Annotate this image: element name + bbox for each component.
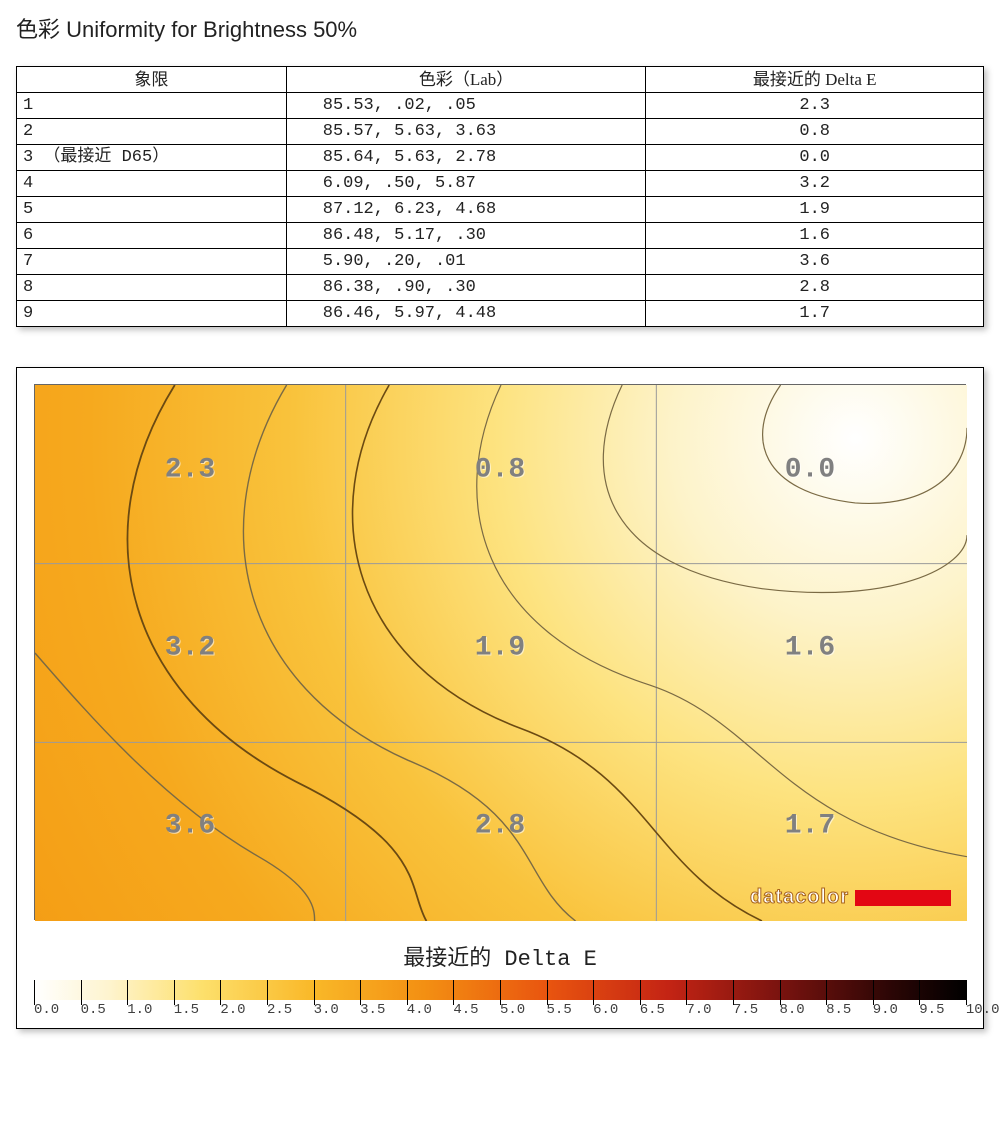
cell-delta-e: 0.0	[646, 145, 984, 171]
table-row: 7 5.90, .20, .013.6	[17, 249, 984, 275]
cell-lab: 85.53, .02, .05	[286, 93, 646, 119]
table-header-row: 象限 色彩（Lab） 最接近的 Delta E	[17, 67, 984, 93]
cell-lab: 86.46, 5.97, 4.48	[286, 301, 646, 327]
table-row: 886.38, .90, .302.8	[17, 275, 984, 301]
cell-lab: 85.57, 5.63, 3.63	[286, 119, 646, 145]
cell-quadrant: 4	[17, 171, 287, 197]
legend-title: 最接近的 Delta E	[33, 940, 967, 972]
table-row: 686.48, 5.17, .301.6	[17, 223, 984, 249]
heatmap-cell-value: 2.8	[475, 810, 525, 841]
col-delta-e: 最接近的 Delta E	[646, 67, 984, 93]
heatmap: 2.3 0.8 0.0 3.2 1.9 1.6 3.6 2.8 1.7 datacolor	[34, 384, 966, 920]
cell-quadrant: 2	[17, 119, 287, 145]
cell-quadrant: 5	[17, 197, 287, 223]
table-row: 3 （最接近 D65）85.64, 5.63, 2.780.0	[17, 145, 984, 171]
cell-delta-e: 3.6	[646, 249, 984, 275]
legend-ticks: 0.00.51.01.52.02.53.03.54.04.55.05.56.06…	[34, 1002, 966, 1018]
brand-bar	[855, 890, 951, 906]
table-row: 4 6.09, .50, 5.873.2	[17, 171, 984, 197]
heatmap-cell-value: 1.7	[785, 810, 835, 841]
heatmap-cell-value: 3.6	[165, 810, 215, 841]
cell-quadrant: 3 （最接近 D65）	[17, 145, 287, 171]
heatmap-cell-value: 0.8	[475, 454, 525, 485]
legend: 0.00.51.01.52.02.53.03.54.04.55.05.56.06…	[34, 980, 966, 1018]
heatmap-cell-value: 0.0	[785, 454, 835, 485]
cell-lab: 6.09, .50, 5.87	[286, 171, 646, 197]
cell-lab: 85.64, 5.63, 2.78	[286, 145, 646, 171]
cell-delta-e: 0.8	[646, 119, 984, 145]
cell-lab: 87.12, 6.23, 4.68	[286, 197, 646, 223]
cell-quadrant: 8	[17, 275, 287, 301]
heatmap-cell-value: 1.9	[475, 632, 525, 663]
col-quadrant: 象限	[17, 67, 287, 93]
heatmap-panel: 2.3 0.8 0.0 3.2 1.9 1.6 3.6 2.8 1.7 datacolor 最接近…	[16, 367, 984, 1029]
cell-delta-e: 2.8	[646, 275, 984, 301]
legend-colorbar	[34, 980, 966, 1000]
brand-datacolor: datacolor	[750, 886, 951, 909]
cell-lab: 5.90, .20, .01	[286, 249, 646, 275]
cell-lab: 86.38, .90, .30	[286, 275, 646, 301]
cell-delta-e: 2.3	[646, 93, 984, 119]
cell-lab: 86.48, 5.17, .30	[286, 223, 646, 249]
cell-delta-e: 3.2	[646, 171, 984, 197]
heatmap-cell-value: 2.3	[165, 454, 215, 485]
table-row: 986.46, 5.97, 4.481.7	[17, 301, 984, 327]
table-row: 587.12, 6.23, 4.681.9	[17, 197, 984, 223]
table-row: 285.57, 5.63, 3.630.8	[17, 119, 984, 145]
cell-quadrant: 1	[17, 93, 287, 119]
brand-text: datacolor	[750, 886, 849, 909]
heatmap-cell-value: 1.6	[785, 632, 835, 663]
table-row: 185.53, .02, .052.3	[17, 93, 984, 119]
cell-delta-e: 1.9	[646, 197, 984, 223]
cell-quadrant: 9	[17, 301, 287, 327]
col-lab: 色彩（Lab）	[286, 67, 646, 93]
cell-delta-e: 1.6	[646, 223, 984, 249]
lab-table: 象限 色彩（Lab） 最接近的 Delta E 185.53, .02, .05…	[16, 66, 984, 327]
cell-delta-e: 1.7	[646, 301, 984, 327]
page-title: 色彩 Uniformity for Brightness 50%	[16, 12, 988, 44]
heatmap-cell-value: 3.2	[165, 632, 215, 663]
cell-quadrant: 7	[17, 249, 287, 275]
cell-quadrant: 6	[17, 223, 287, 249]
